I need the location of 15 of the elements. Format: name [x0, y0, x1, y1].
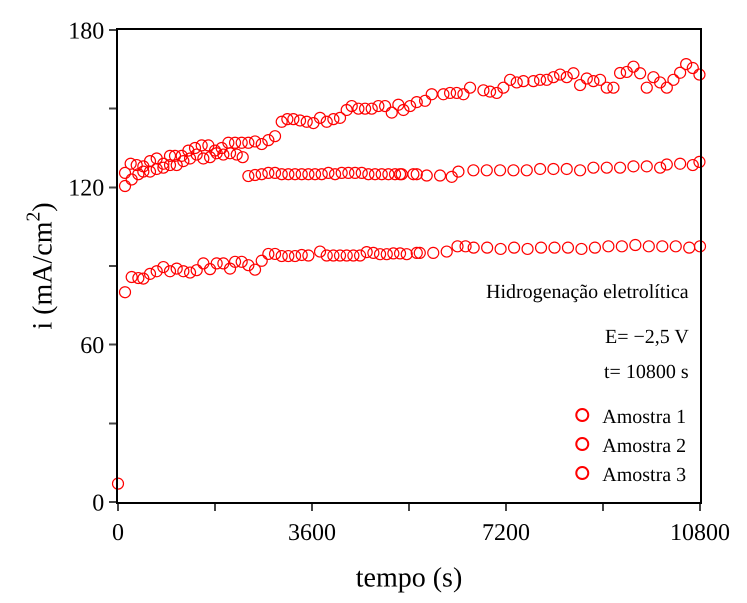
annotation: E= −2,5 V — [605, 326, 690, 348]
legend-label: Amostra 1 — [602, 406, 686, 428]
legend-label: Amostra 3 — [602, 464, 686, 486]
x-tick-label: 0 — [112, 520, 124, 546]
y-tick-label: 180 — [68, 18, 104, 44]
y-tick-label: 120 — [68, 176, 104, 202]
annotation: t= 10800 s — [604, 361, 689, 383]
x-axis-title: tempo (s) — [356, 562, 462, 594]
legend-label: Amostra 2 — [602, 434, 686, 457]
x-tick-label: 7200 — [482, 520, 530, 546]
y-tick-label: 0 — [92, 490, 104, 516]
x-tick-label: 3600 — [288, 520, 336, 546]
y-tick-label: 60 — [80, 333, 104, 360]
x-tick-label: 10800 — [670, 520, 730, 546]
annotation: Hidrogenação eletrolítica — [486, 281, 689, 303]
